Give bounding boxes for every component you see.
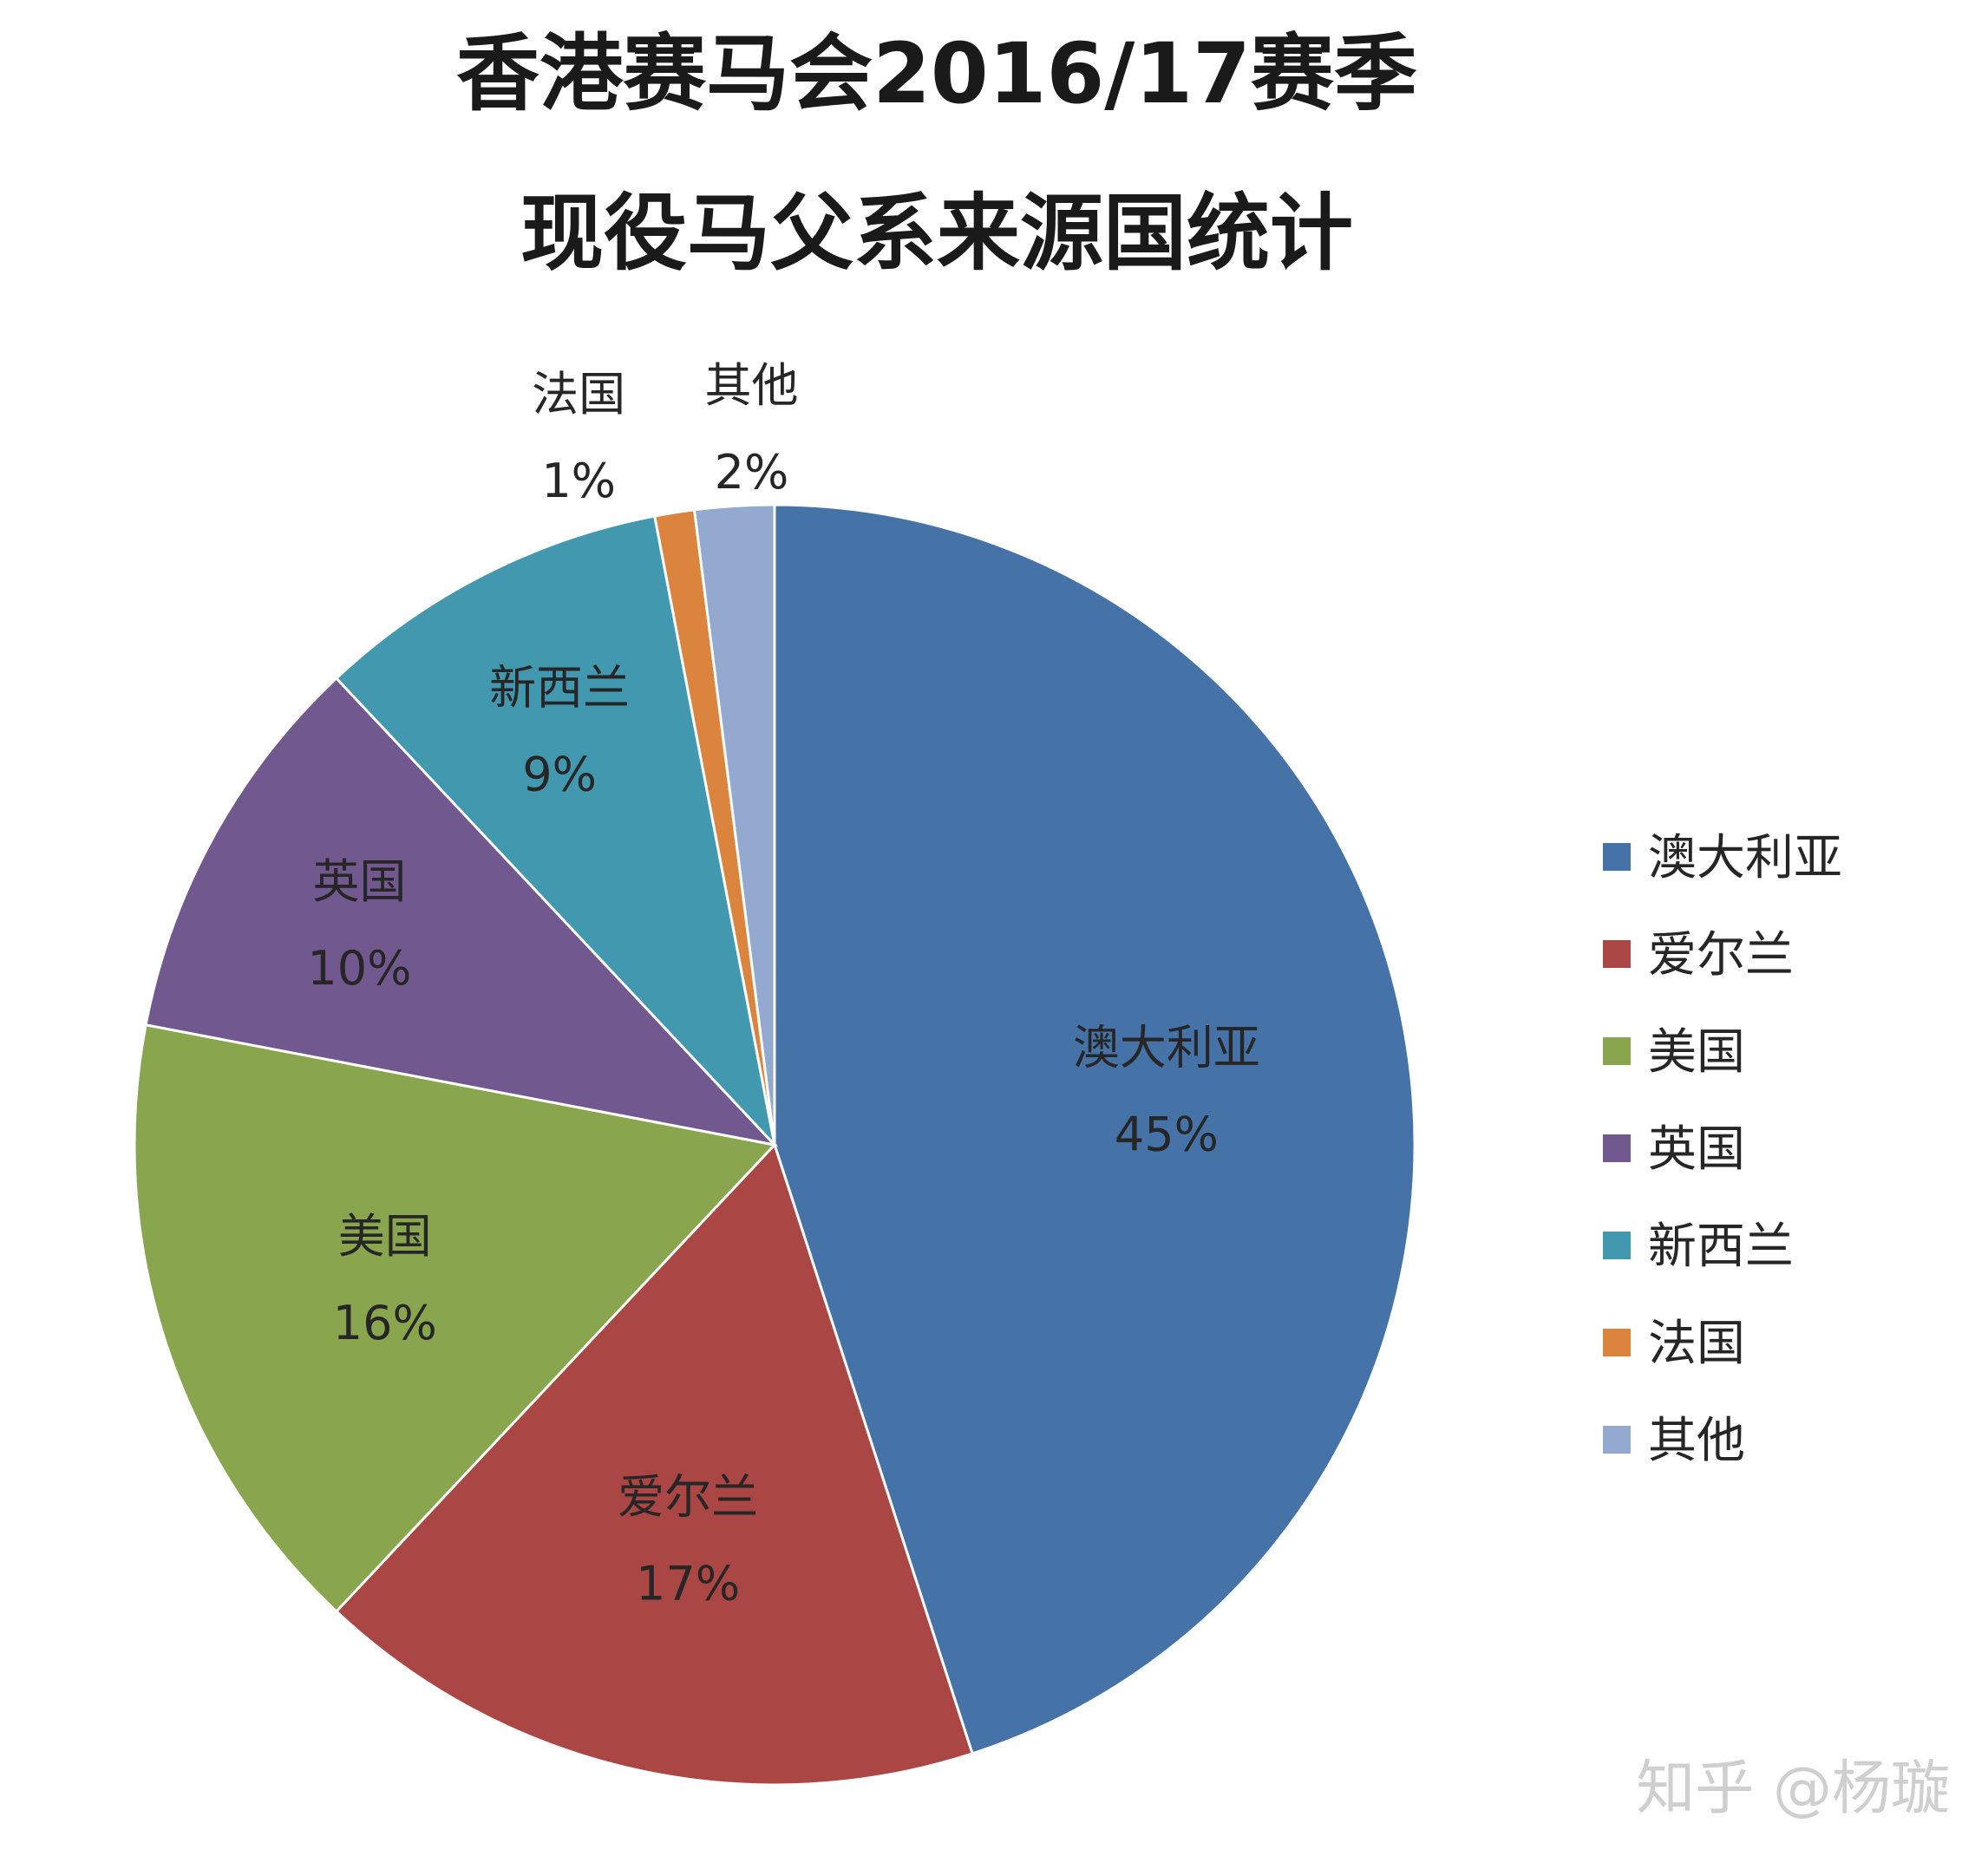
slice-percent-label: 1%	[541, 454, 616, 508]
legend-label: 澳大利亚	[1648, 830, 1842, 886]
pie-slice	[133, 1023, 777, 1614]
slice-category-label: 美国	[338, 1209, 432, 1264]
chart-subtitle: 现役马父系来源国统计	[520, 185, 1353, 282]
legend-label: 法国	[1648, 1316, 1745, 1372]
legend-label: 爱尔兰	[1648, 927, 1794, 984]
legend-swatch	[1603, 1232, 1631, 1259]
slice-category-label: 爱尔兰	[618, 1470, 758, 1525]
chart-title: 香港赛马会2016/17赛季	[456, 25, 1417, 122]
pie-slices	[133, 503, 1416, 1787]
slice-category-label: 澳大利亚	[1073, 1020, 1260, 1075]
watermark: 知乎 @杨璇	[1636, 1755, 1950, 1823]
data-labels: 澳大利亚 45% 爱尔兰 17% 美国 16% 英国 10% 新西兰 9% 法国 1% 其他 2%	[307, 358, 1260, 1611]
pie-slice	[144, 676, 779, 1147]
slice-category-label: 英国	[312, 854, 406, 909]
pie-slice	[334, 514, 777, 1149]
pie-slice	[334, 1142, 974, 1787]
slice-category-label: 法国	[532, 367, 625, 422]
slice-percent-label: 9%	[522, 747, 597, 801]
legend-swatch	[1603, 843, 1631, 871]
slice-category-label: 其他	[704, 358, 798, 413]
slice-percent-label: 10%	[307, 941, 411, 996]
legend-swatch	[1603, 940, 1631, 968]
pie-slice	[773, 503, 1416, 1755]
legend-swatch	[1603, 1426, 1631, 1454]
pie-slice	[692, 503, 776, 1146]
slice-category-label: 新西兰	[489, 660, 630, 715]
legend-swatch	[1603, 1329, 1631, 1356]
legend-label: 新西兰	[1648, 1219, 1794, 1275]
legend-label: 美国	[1648, 1024, 1745, 1081]
slice-percent-label: 2%	[715, 445, 789, 500]
legend-label: 英国	[1648, 1121, 1745, 1178]
slice-percent-label: 17%	[636, 1557, 740, 1611]
legend-swatch	[1603, 1134, 1631, 1162]
slice-percent-label: 45%	[1115, 1107, 1219, 1161]
legend-label: 其他	[1648, 1413, 1745, 1469]
slice-percent-label: 16%	[333, 1296, 437, 1350]
legend-swatch	[1603, 1037, 1631, 1065]
